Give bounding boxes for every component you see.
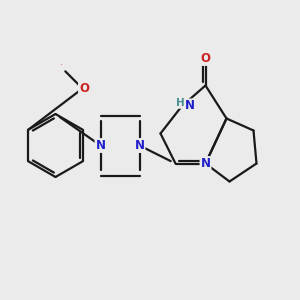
Text: O: O — [79, 82, 89, 95]
Text: H: H — [176, 98, 184, 108]
Text: N: N — [95, 139, 106, 152]
Text: O: O — [200, 52, 211, 65]
Text: N: N — [134, 139, 145, 152]
Text: O: O — [61, 64, 62, 65]
Text: N: N — [200, 157, 211, 170]
Text: N: N — [185, 99, 195, 112]
